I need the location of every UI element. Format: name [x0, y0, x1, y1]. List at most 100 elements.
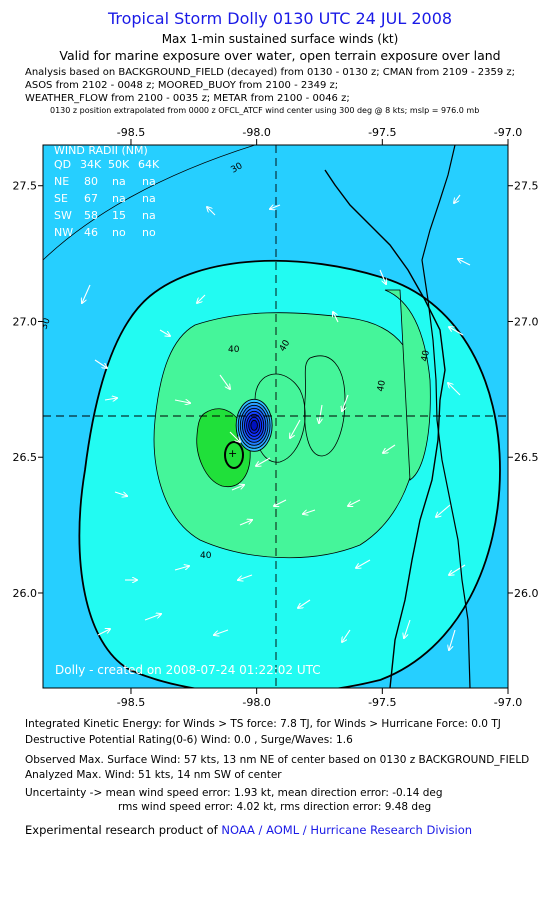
map-title: Tropical Storm Dolly 0130 UTC 24 JUL 200…: [107, 9, 453, 28]
sources-line-3: WEATHER_FLOW from 2100 - 0035 z; METAR f…: [25, 93, 350, 104]
wind-radii-cell: no: [112, 226, 126, 239]
wind-radii-cell: 46: [84, 226, 98, 239]
wind-radii-cell: NE: [54, 175, 69, 188]
wind-vector: [174, 400, 190, 403]
wind-vectors: [82, 194, 471, 650]
wind-vector: [144, 614, 161, 621]
wind-radii-header-cell: 64K: [138, 158, 160, 171]
product-prefix: Experimental research product of: [25, 823, 222, 837]
storm-eye-contours: [235, 398, 273, 452]
contour-label: 40: [420, 349, 432, 362]
lat-tick-label-right: 26.0: [514, 587, 539, 600]
wind-radii-title: WIND RADII (NM): [54, 144, 148, 157]
coastline-outer: [421, 145, 471, 688]
map-subtitle: Max 1-min sustained surface winds (kt): [161, 32, 399, 46]
wind-vector: [449, 629, 456, 650]
wind-radii-cell: na: [142, 175, 156, 188]
wind-radii-cell: na: [112, 175, 126, 188]
wind-radii-cell: 15: [112, 209, 126, 222]
dpr-text: Destructive Potential Rating(0-6) Wind: …: [25, 734, 353, 746]
wind-vector: [97, 629, 110, 636]
wind-vector: [458, 259, 471, 266]
uncertainty-line-2: rms wind speed error: 4.02 kt, rms direc…: [118, 801, 432, 813]
lon-tick-label-bottom: -97.0: [494, 696, 522, 709]
wind-radii-cell: NW: [54, 226, 73, 239]
contour-label: 40: [376, 379, 388, 392]
lat-tick-label-right: 26.5: [514, 451, 539, 464]
wind-vector: [449, 327, 464, 336]
wind-vector: [448, 383, 461, 396]
wind-band-40-50-west: [153, 312, 421, 559]
wind-vector: [303, 509, 316, 514]
wind-vector: [174, 566, 189, 571]
lat-tick-label-left: 26.0: [13, 587, 38, 600]
contour-30-northwest: [43, 145, 256, 261]
wind-vector: [436, 504, 451, 517]
wind-vector: [454, 194, 461, 203]
wind-vector: [214, 629, 229, 635]
wind-vector: [231, 485, 244, 491]
wind-radii-header-cell: 50K: [108, 158, 130, 171]
wind-vector: [348, 499, 361, 506]
eye-contour: [250, 419, 258, 431]
lat-tick-label-right: 27.5: [514, 180, 539, 193]
wind-vector: [82, 284, 91, 303]
coastline-inner: [324, 169, 446, 688]
lat-tick-label-left: 26.5: [13, 451, 38, 464]
wind-band-40-50-east: [304, 355, 346, 457]
lat-tick-label-left: 27.5: [13, 180, 38, 193]
wind-vector: [342, 394, 349, 411]
wind-radii-cell: SW: [54, 209, 72, 222]
lon-tick-label-bottom: -97.5: [368, 696, 396, 709]
map-frame-content: + 30 30 40 40 40 40 40 WIND RADII (NM) Q…: [39, 144, 508, 688]
wind-vector: [356, 559, 371, 568]
contour-label: 40: [200, 551, 212, 561]
position-note: 0130 z position extrapolated from 0000 z…: [50, 106, 480, 115]
wind-vector: [219, 374, 230, 389]
validity-note: Valid for marine exposure over water, op…: [59, 48, 501, 63]
wind-radii-table: WIND RADII (NM) QD 34K 50K 64K NE 80 na na SE 67 n…: [54, 144, 160, 239]
wind-vector: [290, 419, 301, 438]
wind-vector: [256, 457, 271, 466]
product-organization-link[interactable]: NOAA / AOML / Hurricane Research Divisio…: [221, 823, 473, 837]
axis-ticks: -98.5 -98.5 -98.0 -98.0 -97.5 -97.5 -97.0 -97.0…: [13, 126, 539, 709]
sources-line-1: Analysis based on BACKGROUND_FIELD (deca…: [25, 67, 516, 78]
sources-line-2: ASOS from 2102 - 0048 z; MOORED_BUOY fro…: [25, 80, 339, 91]
product-credit: Experimental research product of NOAA / …: [25, 823, 472, 837]
uncertainty-line-1: Uncertainty -> mean wind speed error: 1.…: [25, 787, 443, 799]
wind-vector: [383, 444, 396, 453]
lon-tick-label-top: -98.0: [242, 126, 270, 139]
wind-vector: [239, 520, 252, 526]
wind-radii-header-cell: QD: [54, 158, 71, 171]
contour-label: 40: [228, 345, 240, 355]
lon-tick-label-bottom: -98.0: [242, 696, 270, 709]
wind-vector: [333, 312, 339, 323]
wind-vector: [238, 574, 253, 580]
observed-max-wind: Observed Max. Surface Wind: 57 kts, 13 n…: [25, 754, 530, 766]
wind-radii-cell: na: [142, 209, 156, 222]
wind-vector: [229, 431, 240, 442]
wind-radii-cell: no: [142, 226, 156, 239]
wind-vector: [404, 619, 411, 638]
lat-tick-label-right: 27.0: [514, 315, 539, 328]
wind-vector: [270, 205, 281, 209]
wind-vector: [207, 207, 216, 216]
wind-radii-header-cell: 34K: [80, 158, 102, 171]
wind-radii-cell: na: [142, 192, 156, 205]
lon-tick-label-top: -97.5: [368, 126, 396, 139]
wind-vector: [274, 499, 287, 506]
max-wind-contour: [224, 441, 244, 469]
wind-vector: [319, 404, 322, 423]
ike-text: Integrated Kinetic Energy: for Winds > T…: [25, 718, 501, 730]
wind-band-40-50-coast: [384, 289, 431, 481]
max-wind-marker-icon: +: [228, 447, 237, 460]
map-border: [42, 144, 509, 689]
contour-label: 30: [39, 317, 52, 331]
lat-tick-label-left: 27.0: [13, 315, 38, 328]
wind-radii-cell: 80: [84, 175, 98, 188]
wind-vector: [159, 329, 170, 336]
wind-vector: [379, 269, 386, 284]
wind-vector: [342, 629, 351, 642]
wind-vector: [104, 398, 117, 400]
